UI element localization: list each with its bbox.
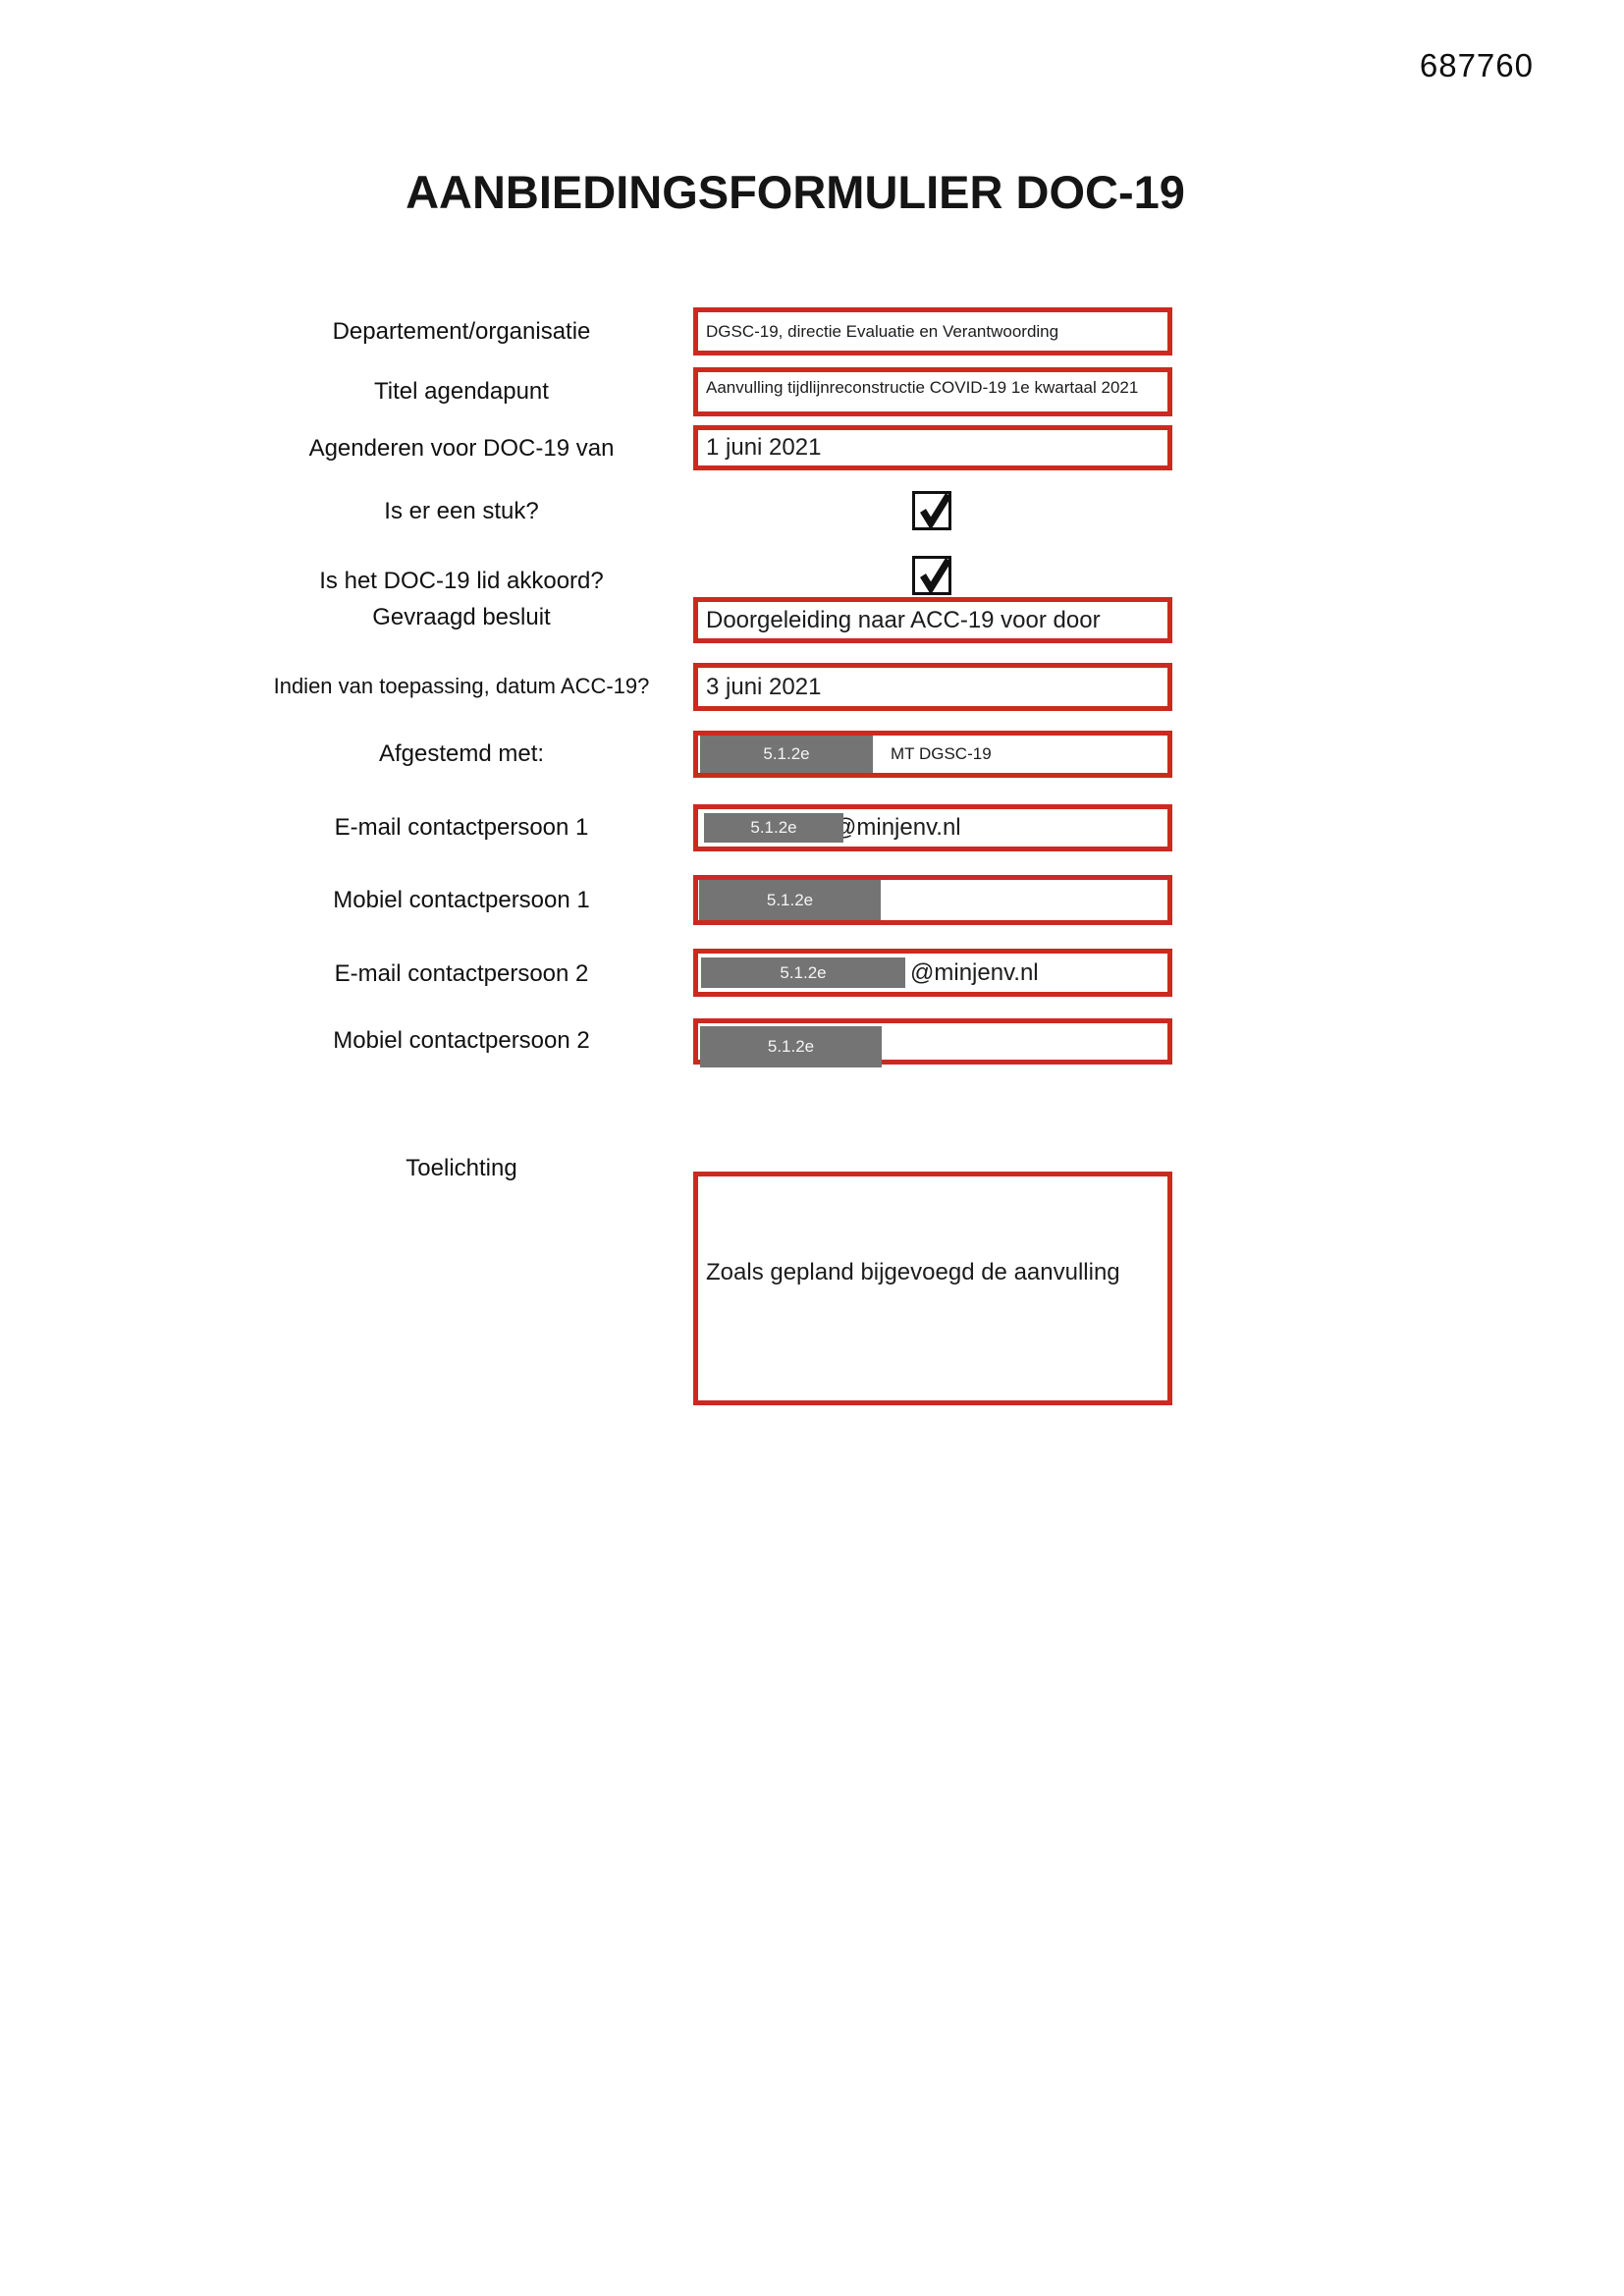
label-datum-acc19: Indien van toepassing, datum ACC-19?: [273, 674, 650, 698]
checkbox-is-er-een-stuk[interactable]: [912, 491, 951, 530]
redaction-box: 5.1.2e: [699, 880, 881, 920]
label-gevraagd-besluit: Gevraagd besluit: [372, 604, 551, 630]
label-afgestemd-met: Afgestemd met:: [378, 740, 545, 767]
checkmark-icon: [920, 558, 951, 595]
field-email-2-value: @minjenv.nl: [910, 958, 1039, 986]
field-toelichting[interactable]: Zoals gepland bijgevoegd de aanvulling: [693, 1172, 1172, 1405]
label-agenderen-voor: Agenderen voor DOC-19 van: [308, 435, 615, 462]
field-email-2[interactable]: 5.1.2e @minjenv.nl: [693, 949, 1172, 997]
label-mobiel-2: Mobiel contactpersoon 2: [333, 1027, 590, 1054]
label-is-er-een-stuk: Is er een stuk?: [384, 498, 539, 524]
label-toelichting: Toelichting: [406, 1155, 517, 1181]
field-afgestemd-met-value: MT DGSC-19: [891, 744, 992, 763]
redaction-box: 5.1.2e: [700, 1026, 882, 1067]
field-departement-value: DGSC-19, directie Evaluatie en Verantwoo…: [706, 321, 1059, 341]
field-titel-agendapunt-value: Aanvulling tijdlijnreconstructie COVID-1…: [706, 378, 1139, 397]
field-gevraagd-besluit[interactable]: Doorgeleiding naar ACC-19 voor door: [693, 597, 1172, 643]
label-lid-akkoord: Is het DOC-19 lid akkoord?: [319, 568, 604, 594]
field-agenderen-voor[interactable]: 1 juni 2021: [693, 425, 1172, 470]
label-email-1: E-mail contactpersoon 1: [334, 814, 589, 841]
field-datum-acc19[interactable]: 3 juni 2021: [693, 663, 1172, 711]
label-mobiel-1: Mobiel contactpersoon 1: [333, 887, 590, 913]
field-mobiel-1[interactable]: 5.1.2e: [693, 875, 1172, 925]
checkmark-icon: [920, 493, 951, 530]
field-titel-agendapunt[interactable]: Aanvulling tijdlijnreconstructie COVID-1…: [693, 367, 1172, 416]
field-email-1[interactable]: 5.1.2e @minjenv.nl: [693, 804, 1172, 851]
field-gevraagd-besluit-value: Doorgeleiding naar ACC-19 voor door: [706, 606, 1101, 633]
redaction-box: 5.1.2e: [701, 957, 905, 988]
checkbox-lid-akkoord[interactable]: [912, 556, 951, 595]
document-number: 687760: [1419, 47, 1534, 83]
field-afgestemd-met[interactable]: 5.1.2e MT DGSC-19: [693, 731, 1172, 778]
page-title: AANBIEDINGSFORMULIER DOC-19: [406, 166, 1185, 218]
label-departement: Departement/organisatie: [332, 318, 591, 345]
field-mobiel-2[interactable]: 5.1.2e: [693, 1018, 1172, 1067]
field-email-1-value: @minjenv.nl: [833, 814, 961, 841]
field-departement[interactable]: DGSC-19, directie Evaluatie en Verantwoo…: [693, 307, 1172, 355]
redaction-box: 5.1.2e: [704, 813, 843, 843]
field-agenderen-voor-value: 1 juni 2021: [706, 434, 822, 461]
field-datum-acc19-value: 3 juni 2021: [706, 673, 822, 700]
redaction-box: 5.1.2e: [700, 736, 873, 773]
label-titel-agendapunt: Titel agendapunt: [374, 378, 549, 405]
label-email-2: E-mail contactpersoon 2: [334, 960, 589, 987]
field-toelichting-value: Zoals gepland bijgevoegd de aanvulling: [706, 1259, 1120, 1286]
